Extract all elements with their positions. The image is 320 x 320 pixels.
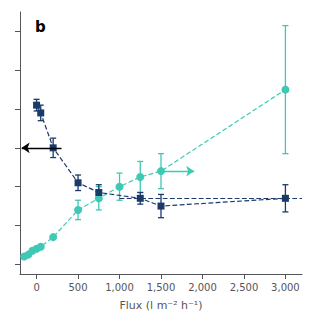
svg-text:1,500: 1,500 bbox=[147, 282, 176, 293]
svg-text:3,000: 3,000 bbox=[271, 282, 300, 293]
svg-text:2,500: 2,500 bbox=[230, 282, 259, 293]
svg-text:2,000: 2,000 bbox=[188, 282, 217, 293]
svg-text:b: b bbox=[35, 18, 46, 36]
svg-text:1,000: 1,000 bbox=[105, 282, 134, 293]
svg-text:Flux (l m⁻² h⁻¹): Flux (l m⁻² h⁻¹) bbox=[119, 299, 202, 312]
svg-text:500: 500 bbox=[69, 282, 88, 293]
svg-text:0: 0 bbox=[33, 282, 39, 293]
